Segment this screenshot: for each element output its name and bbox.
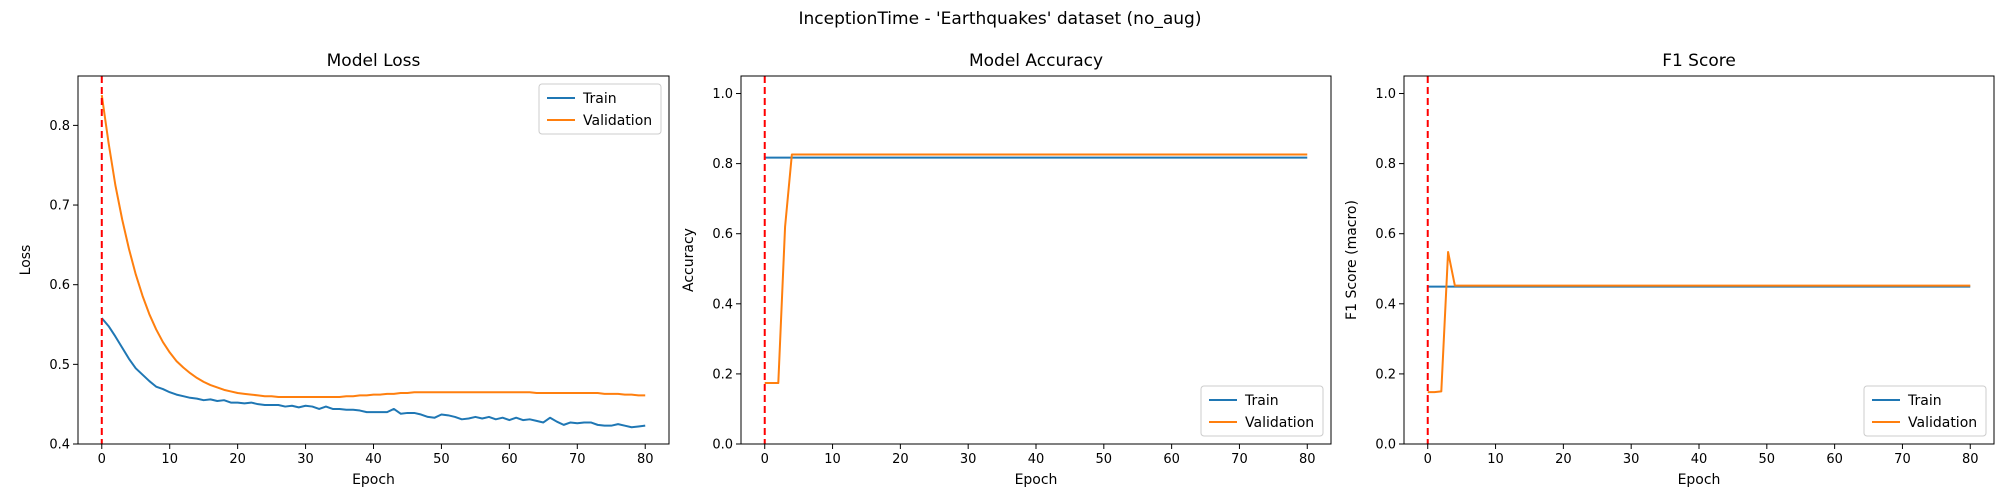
chart-panel-1: Model Loss 0 10 20 30 40 50 60 70 80 0.4 0.5 0.6 0.7 0… xyxy=(18,51,670,488)
y-tick-label: 1.0 xyxy=(712,87,733,102)
chart-title: F1 Score xyxy=(1662,51,1736,71)
axes-frame xyxy=(1403,75,1995,445)
legend: Train Validation xyxy=(538,83,662,135)
y-tick-label: 0.8 xyxy=(49,119,70,134)
chart-panel-2: Model Accuracy 0 10 20 30 40 50 60 70 80 0.0 0.2 0.4… xyxy=(681,51,1332,488)
legend-label-validation: Validation xyxy=(583,113,652,129)
legend-label-train: Train xyxy=(1244,393,1279,409)
y-tick-label: 0.2 xyxy=(712,367,733,382)
x-tick-label: 30 xyxy=(297,452,314,467)
x-tick-label: 60 xyxy=(1826,452,1843,467)
y-axis-label: Accuracy xyxy=(681,228,697,292)
y-tick-label: 0.6 xyxy=(1375,227,1396,242)
x-tick-label: 20 xyxy=(229,452,246,467)
x-tick-label: 20 xyxy=(892,452,909,467)
x-tick-label: 50 xyxy=(1096,452,1113,467)
x-tick-label: 0 xyxy=(761,452,769,467)
y-tick-label: 0.6 xyxy=(49,278,70,293)
y-tick-label: 0.8 xyxy=(712,157,733,172)
figure-suptitle: InceptionTime - 'Earthquakes' dataset (n… xyxy=(799,9,1202,29)
legend-box xyxy=(1863,385,1987,437)
series-line-validation xyxy=(1427,250,1971,394)
x-tick-label: 10 xyxy=(1487,452,1504,467)
x-tick-label: 60 xyxy=(501,452,518,467)
y-tick-label: 0.2 xyxy=(1375,367,1396,382)
y-tick-label: 0.5 xyxy=(49,358,70,373)
x-axis-label: Epoch xyxy=(1015,472,1058,488)
x-tick-label: 80 xyxy=(1962,452,1979,467)
x-tick-label: 80 xyxy=(1299,452,1316,467)
y-tick-label: 0.7 xyxy=(49,199,70,214)
legend-box xyxy=(538,83,662,135)
legend: Train Validation xyxy=(1200,385,1324,437)
chart-title: Model Loss xyxy=(327,51,421,71)
x-tick-label: 40 xyxy=(1028,452,1045,467)
legend-label-train: Train xyxy=(582,91,617,107)
x-axis-label: Epoch xyxy=(352,472,395,488)
x-tick-label: 40 xyxy=(1691,452,1708,467)
x-axis-label: Epoch xyxy=(1678,472,1721,488)
x-tick-label: 80 xyxy=(637,452,654,467)
x-tick-label: 60 xyxy=(1163,452,1180,467)
chart-panel-3: F1 Score 0 10 20 30 40 50 60 70 80 0.0 0.2 0.4 0.6 0.8… xyxy=(1344,51,1995,488)
legend-label-validation: Validation xyxy=(1245,415,1314,431)
series-group xyxy=(1427,250,1971,394)
legend-label-validation: Validation xyxy=(1908,415,1977,431)
x-tick-label: 30 xyxy=(1623,452,1640,467)
series-line-validation xyxy=(100,94,646,398)
x-tick-label: 70 xyxy=(1894,452,1911,467)
y-tick-label: 0.8 xyxy=(1375,157,1396,172)
x-tick-label: 30 xyxy=(960,452,977,467)
legend-label-train: Train xyxy=(1907,393,1942,409)
x-tick-label: 70 xyxy=(569,452,586,467)
x-tick-label: 10 xyxy=(161,452,178,467)
axes-frame xyxy=(740,75,1332,445)
x-tick-label: 50 xyxy=(1759,452,1776,467)
series-line-validation xyxy=(764,153,1308,385)
y-axis-label: F1 Score (macro) xyxy=(1344,200,1360,320)
series-line-train xyxy=(101,317,646,429)
x-tick-label: 10 xyxy=(824,452,841,467)
legend: Train Validation xyxy=(1863,385,1987,437)
x-tick-label: 0 xyxy=(98,452,106,467)
series-group xyxy=(100,94,646,429)
y-tick-label: 1.0 xyxy=(1375,87,1396,102)
y-tick-label: 0.0 xyxy=(1375,438,1396,453)
chart-title: Model Accuracy xyxy=(969,51,1103,71)
x-tick-label: 70 xyxy=(1231,452,1248,467)
x-tick-label: 50 xyxy=(433,452,450,467)
y-tick-label: 0.4 xyxy=(49,438,70,453)
y-tick-label: 0.6 xyxy=(712,227,733,242)
y-axis-label: Loss xyxy=(18,245,34,276)
x-tick-label: 0 xyxy=(1424,452,1432,467)
series-group xyxy=(764,153,1308,385)
x-tick-label: 40 xyxy=(365,452,382,467)
y-tick-label: 0.0 xyxy=(712,438,733,453)
y-tick-label: 0.4 xyxy=(1375,297,1396,312)
x-tick-label: 20 xyxy=(1555,452,1572,467)
axes-frame xyxy=(77,75,670,445)
legend-box xyxy=(1200,385,1324,437)
y-tick-label: 0.4 xyxy=(712,297,733,312)
